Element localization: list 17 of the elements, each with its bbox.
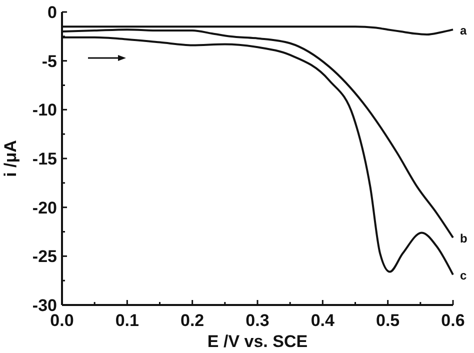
series-label: b bbox=[460, 232, 468, 246]
x-tick-label: 0.1 bbox=[115, 311, 139, 330]
x-tick-label: 0.3 bbox=[246, 311, 270, 330]
x-tick-label: 0.2 bbox=[180, 311, 204, 330]
x-axis-title: E /V vs. SCE bbox=[207, 332, 308, 351]
x-tick-label: 0.6 bbox=[441, 311, 465, 330]
y-axis-title: i /μA bbox=[1, 140, 20, 177]
x-tick-label: 0.5 bbox=[376, 311, 400, 330]
x-tick-label: 0.4 bbox=[310, 311, 336, 330]
y-tick-label: -10 bbox=[32, 100, 57, 120]
series-label: a bbox=[460, 24, 467, 38]
series-label: c bbox=[460, 268, 467, 283]
y-tick-label: -20 bbox=[32, 198, 57, 218]
y-tick-label: 0 bbox=[48, 3, 57, 22]
y-tick-label: -5 bbox=[42, 52, 57, 71]
y-tick-label: -25 bbox=[32, 247, 57, 266]
y-tick-label: -15 bbox=[32, 150, 57, 168]
